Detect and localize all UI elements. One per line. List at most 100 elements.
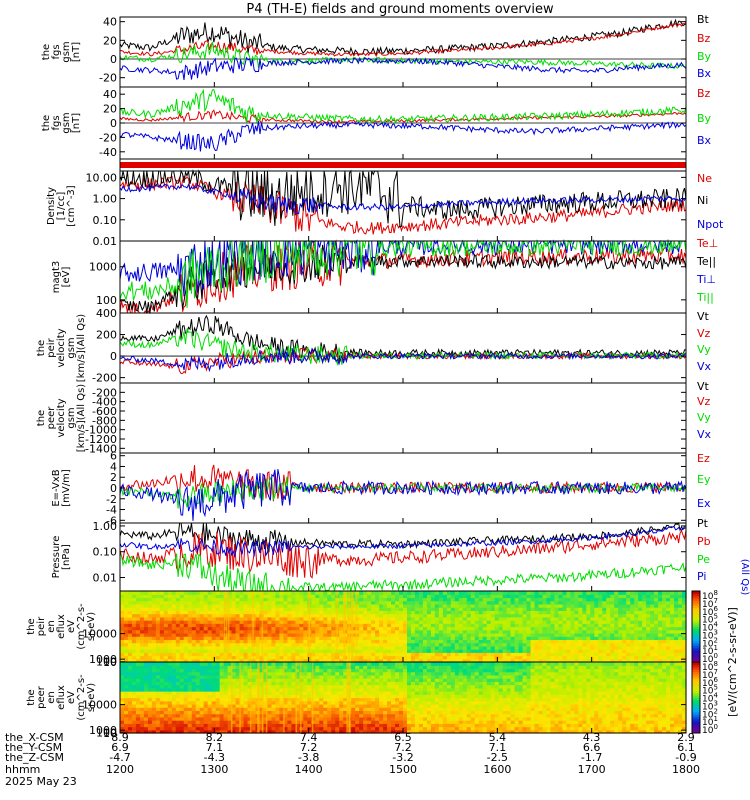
spectrogram-cell	[219, 652, 225, 657]
spectrogram-cell	[570, 645, 575, 650]
spectrogram-cell	[159, 729, 165, 734]
spectrogram-cell	[626, 632, 631, 637]
spectrogram-cell	[554, 600, 560, 605]
spectrogram-cell	[187, 691, 193, 695]
spectrogram-cell	[586, 658, 591, 663]
spectrogram-cell	[271, 723, 277, 728]
spectrogram-cell	[283, 726, 289, 731]
spectrogram-cell	[550, 616, 556, 621]
spectrogram-cell	[375, 600, 380, 605]
spectrogram-cell	[630, 642, 635, 647]
spectrogram-cell	[574, 626, 579, 631]
spectrogram-cell	[315, 671, 320, 676]
spectrogram-cell	[646, 645, 651, 650]
spectrogram-cell	[127, 726, 133, 731]
spectrogram-cell	[355, 723, 360, 728]
spectrogram-cell	[147, 632, 153, 637]
spectrogram-cell	[642, 658, 647, 663]
spectrogram-cell	[650, 632, 655, 637]
spectrogram-cell	[239, 623, 245, 628]
spectrogram-cell	[590, 603, 595, 608]
spectrogram-cell	[622, 632, 627, 637]
spectrogram-cell	[211, 681, 217, 686]
spectrogram-cell	[319, 703, 324, 708]
spectrogram-cell	[299, 674, 304, 679]
spectrogram-cell	[155, 649, 161, 653]
spectrogram-cell	[139, 703, 145, 708]
spectrogram-cell	[674, 639, 679, 644]
spectrogram-cell	[155, 720, 161, 724]
spectrogram-cell	[135, 681, 141, 686]
spectrogram-cell	[638, 597, 643, 602]
spectrogram-cell	[610, 632, 615, 637]
spectrogram-cell	[303, 626, 308, 631]
spectrogram-cell	[650, 639, 655, 644]
spectrogram-cell	[223, 697, 229, 702]
series-line-Vy	[119, 328, 687, 367]
spectrogram-cell	[331, 703, 336, 708]
spectrogram-cell	[120, 671, 125, 676]
spectrogram-cell	[375, 694, 380, 699]
spectrogram-cell	[295, 720, 300, 724]
spectrogram-cell	[351, 723, 356, 728]
spectrogram-cell	[662, 639, 667, 644]
spectrogram-cell	[207, 665, 213, 670]
spectrogram-cell	[363, 616, 368, 621]
spectrogram-cell	[566, 649, 572, 653]
spectrogram-cell	[303, 678, 308, 682]
spectrogram-cell	[327, 726, 332, 731]
spectrogram-cell	[231, 597, 237, 602]
spectrogram-cell	[606, 636, 611, 641]
spectrogram-cell	[470, 636, 476, 641]
spectrogram-cell	[287, 658, 292, 663]
spectrogram-cell	[315, 610, 320, 615]
spectrogram-cell	[375, 674, 380, 679]
spectrogram-cell	[191, 691, 197, 695]
spectrogram-cell	[355, 652, 360, 657]
spectrogram-cell	[299, 729, 304, 734]
spectrogram-cell	[179, 613, 185, 618]
spectrogram-cell	[207, 687, 213, 692]
spectrogram-cell	[159, 681, 165, 686]
spectrogram-cell	[606, 645, 611, 650]
spectrogram-cell	[379, 626, 384, 631]
spectrogram-cell	[446, 626, 452, 631]
spectrogram-cell	[514, 613, 520, 618]
spectrogram-cell	[542, 642, 548, 647]
spectrogram-cell	[534, 632, 540, 637]
spectrogram-cell	[506, 594, 512, 599]
spectrogram-cell	[622, 655, 627, 660]
spectrogram-cell	[163, 707, 169, 712]
spectrogram-cell	[510, 594, 516, 599]
spectrogram-cell	[283, 639, 289, 644]
spectrogram-cell	[367, 603, 372, 608]
spectrogram-cell	[307, 694, 312, 699]
spectrogram-cell	[478, 626, 484, 631]
spectrogram-cell	[151, 629, 157, 634]
spectrogram-cell	[243, 655, 249, 660]
spectrogram-cell	[410, 600, 416, 605]
spectrogram-cell	[315, 616, 320, 621]
spectrogram-cell	[387, 720, 392, 724]
spectrogram-cell	[143, 613, 149, 618]
spectrogram-cell	[247, 710, 253, 715]
spectrogram-cell	[303, 713, 308, 718]
spectrogram-cell	[363, 694, 368, 699]
spectrogram-cell	[642, 636, 647, 641]
spectrogram-cell	[438, 645, 444, 650]
spectrogram-cell	[239, 700, 245, 705]
spectrogram-cell	[351, 674, 356, 679]
spectrogram-cell	[331, 697, 336, 702]
spectrogram-cell	[375, 687, 380, 692]
spectrogram-cell	[283, 613, 289, 618]
spectrogram-cell	[546, 613, 552, 618]
spectrogram-cell	[586, 639, 591, 644]
spectrogram-cell	[127, 629, 133, 634]
spectrogram-cell	[546, 655, 552, 660]
spectrogram-cell	[291, 597, 296, 602]
y-axis-label-line: Pressure	[51, 536, 62, 579]
spectrogram-cell	[458, 591, 464, 595]
spectrogram-cell	[486, 616, 492, 621]
spectrogram-cell	[263, 674, 269, 679]
